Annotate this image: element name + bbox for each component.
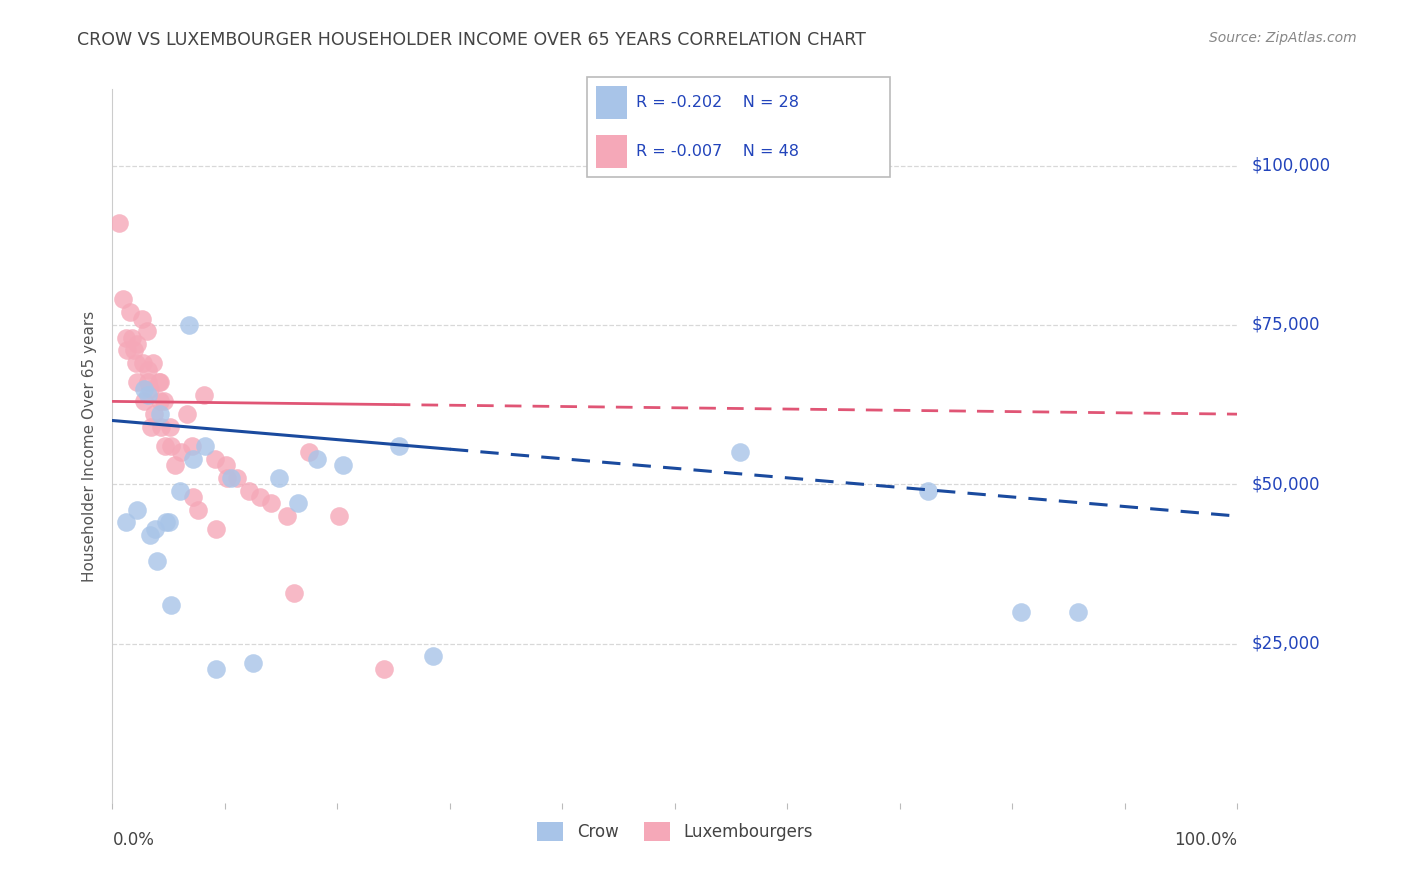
Point	[143, 522, 166, 536]
Legend: Crow, Luxembourgers: Crow, Luxembourgers	[530, 815, 820, 848]
Point	[148, 376, 170, 390]
Point	[176, 407, 198, 421]
Point	[132, 394, 155, 409]
Point	[183, 490, 205, 504]
Point	[153, 394, 176, 409]
Point	[170, 445, 193, 459]
Text: 0.0%: 0.0%	[112, 831, 155, 849]
Point	[160, 439, 183, 453]
Point	[136, 324, 159, 338]
Point	[194, 439, 217, 453]
Point	[115, 343, 138, 358]
Point	[138, 382, 160, 396]
Point	[125, 356, 148, 370]
Point	[115, 516, 138, 530]
Text: $25,000: $25,000	[1251, 634, 1320, 653]
Point	[138, 362, 160, 376]
Point	[728, 445, 751, 459]
Text: R = -0.007    N = 48: R = -0.007 N = 48	[636, 145, 799, 160]
Point	[332, 458, 354, 472]
Point	[155, 516, 177, 530]
Point	[149, 420, 172, 434]
Point	[127, 376, 149, 390]
Point	[138, 376, 160, 390]
Point	[249, 490, 271, 504]
Point	[155, 439, 177, 453]
Point	[205, 662, 228, 676]
Point	[138, 388, 160, 402]
Point	[287, 496, 309, 510]
Point	[328, 509, 350, 524]
Point	[146, 554, 169, 568]
Point	[132, 382, 155, 396]
Point	[157, 516, 180, 530]
Point	[111, 293, 134, 307]
Point	[388, 439, 411, 453]
Point	[1066, 605, 1088, 619]
Point	[260, 496, 283, 510]
Point	[1010, 605, 1032, 619]
Point	[917, 483, 939, 498]
Point	[183, 451, 205, 466]
Text: Source: ZipAtlas.com: Source: ZipAtlas.com	[1209, 31, 1357, 45]
Point	[193, 388, 215, 402]
Point	[276, 509, 298, 524]
Point	[307, 451, 329, 466]
Point	[138, 528, 160, 542]
Point	[149, 376, 172, 390]
Point	[165, 458, 187, 472]
Bar	[596, 87, 627, 119]
Text: $75,000: $75,000	[1251, 316, 1320, 334]
Point	[132, 356, 155, 370]
Text: 100.0%: 100.0%	[1174, 831, 1237, 849]
Point	[127, 337, 149, 351]
Point	[131, 311, 153, 326]
Text: CROW VS LUXEMBOURGER HOUSEHOLDER INCOME OVER 65 YEARS CORRELATION CHART: CROW VS LUXEMBOURGER HOUSEHOLDER INCOME …	[77, 31, 866, 49]
Point	[142, 356, 165, 370]
Text: $100,000: $100,000	[1251, 157, 1330, 175]
Point	[298, 445, 321, 459]
Point	[177, 318, 200, 332]
Point	[127, 502, 149, 516]
Point	[373, 662, 395, 676]
Point	[242, 656, 264, 670]
Y-axis label: Householder Income Over 65 years: Householder Income Over 65 years	[82, 310, 97, 582]
Point	[204, 451, 226, 466]
Point	[169, 483, 191, 498]
Point	[267, 471, 290, 485]
Point	[283, 585, 305, 599]
Point	[159, 420, 181, 434]
Point	[121, 331, 143, 345]
Point	[217, 471, 239, 485]
Point	[120, 305, 142, 319]
Point	[143, 407, 166, 421]
Point	[160, 599, 183, 613]
Point	[219, 471, 242, 485]
Point	[422, 649, 444, 664]
Point	[139, 420, 162, 434]
Point	[205, 522, 228, 536]
Point	[122, 343, 145, 358]
Bar	[596, 136, 627, 168]
Point	[149, 407, 172, 421]
Point	[187, 502, 209, 516]
FancyBboxPatch shape	[586, 77, 890, 178]
Point	[215, 458, 238, 472]
Point	[108, 216, 131, 230]
Point	[238, 483, 260, 498]
Text: $50,000: $50,000	[1251, 475, 1320, 493]
Point	[115, 331, 138, 345]
Point	[181, 439, 204, 453]
Point	[226, 471, 249, 485]
Text: R = -0.202    N = 28: R = -0.202 N = 28	[636, 95, 799, 110]
Point	[149, 394, 172, 409]
